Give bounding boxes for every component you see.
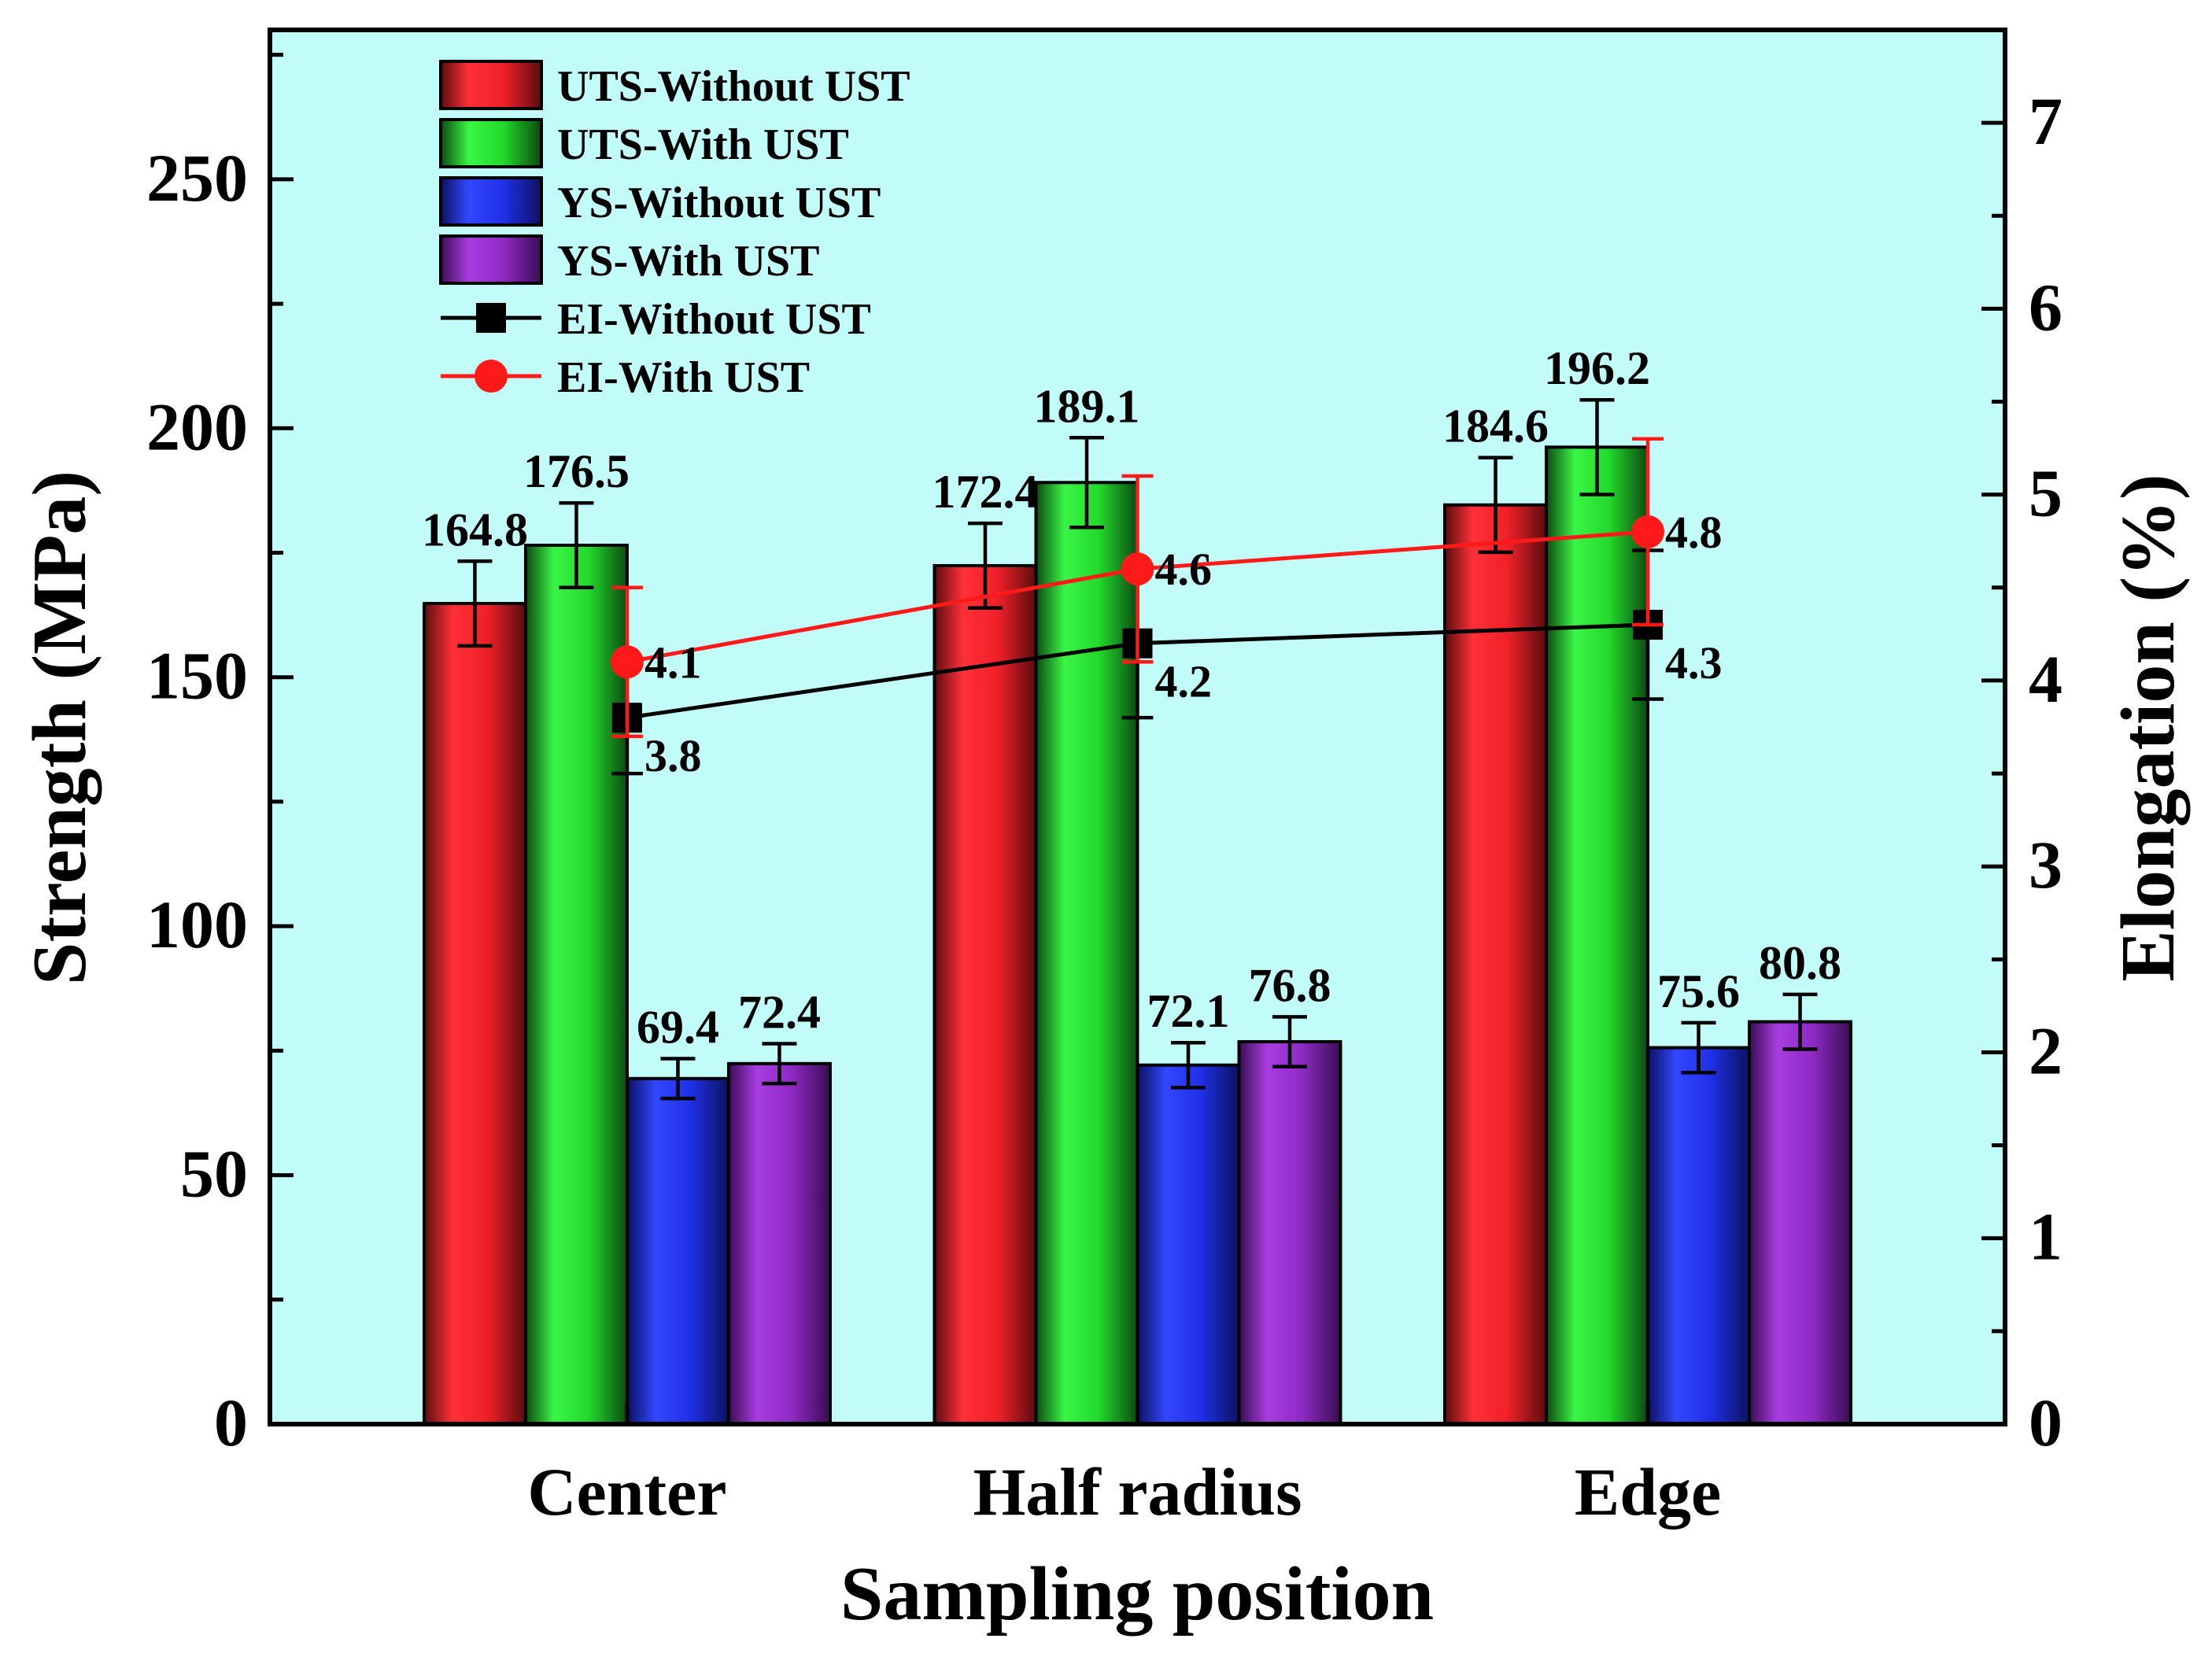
line-point [1631,515,1665,548]
error-bar [1272,1015,1307,1068]
y2-tick-label: 5 [2029,456,2062,531]
bar-uts-with-ust-0 [523,544,629,1426]
y2-axis-title: Elongation (%) [2106,474,2191,981]
line-value-label: 4.3 [1665,637,1723,688]
bar-ys-with-ust-0 [726,1061,832,1426]
line-value-label: 4.8 [1665,507,1723,558]
error-bar [660,1057,696,1101]
legend-label: EI-Without UST [557,295,871,344]
error-bar [1069,436,1104,530]
bar-ys-without-ust-1 [1136,1063,1241,1426]
error-bar [1681,1020,1716,1075]
line-value-label: 4.1 [644,637,702,688]
legend-marker [475,360,508,393]
legend-label: UTS-With UST [557,120,849,169]
legend-swatch [439,176,543,227]
y2-tick-label: 6 [2029,269,2062,345]
error-bar [762,1042,797,1086]
bar-uts-without-ust-1 [932,563,1038,1426]
x-tick-label: Center [527,1454,726,1530]
legend-marker [476,303,506,333]
line-point [1121,552,1154,586]
line-value-label: 3.8 [644,730,702,781]
error-bar [1782,992,1818,1051]
plot-frame [268,28,2007,1426]
legend-swatch [439,118,543,168]
bar-uts-with-ust-1 [1034,481,1139,1426]
bar-ys-with-ust-1 [1237,1039,1342,1426]
error-bar [1478,456,1513,555]
line-point [610,645,644,679]
bar-value-label: 69.4 [637,1001,719,1053]
bar-value-label: 184.6 [1442,400,1549,452]
y2-tick-label: 2 [2029,1013,2062,1088]
error-bar [1579,397,1615,496]
bar-ys-without-ust-0 [625,1076,730,1426]
y2-tick-label: 4 [2029,641,2062,717]
legend-swatch [439,234,543,285]
y-tick-label: 50 [180,1136,248,1212]
error-bar [1171,1040,1206,1090]
y2-tick-label: 0 [2029,1385,2062,1460]
y2-tick-label: 3 [2029,827,2062,902]
x-tick-label: Half radius [973,1454,1302,1530]
legend: UTS-Without UST UTS-With UST YS-Without US… [439,60,910,402]
legend-label: YS-With UST [557,237,820,286]
y-axis-title: Strength (MPa) [17,471,102,985]
bar-value-label: 75.6 [1657,965,1740,1017]
y2-tick-label: 1 [2029,1199,2062,1275]
y2-tick-label: 7 [2029,83,2062,159]
legend-label: YS-Without UST [557,179,881,227]
x-tick-label: Edge [1575,1454,1721,1530]
bar-value-label: 72.1 [1147,985,1230,1037]
y-tick-label: 100 [146,887,248,962]
legend-label: EI-With UST [557,353,810,402]
y-tick-label: 250 [146,140,248,216]
y-tick-label: 200 [146,389,248,464]
line-value-label: 4.6 [1155,544,1213,595]
bar-uts-with-ust-2 [1545,445,1650,1426]
error-bar [968,521,1003,610]
bar-ys-with-ust-2 [1748,1020,1853,1426]
bar-value-label: 80.8 [1759,937,1841,989]
legend-label: UTS-Without UST [557,62,910,111]
bar-uts-without-ust-2 [1443,503,1549,1426]
error-bar [559,500,594,590]
bar-value-label: 172.4 [932,466,1039,518]
y-tick-label: 150 [146,638,248,714]
bar-value-label: 196.2 [1544,342,1650,394]
bar-value-label: 164.8 [422,504,528,555]
y-tick-label: 0 [214,1385,248,1460]
legend-swatch [439,60,543,110]
bar-ys-without-ust-2 [1646,1046,1752,1426]
bar-value-label: 176.5 [523,445,630,497]
line-value-label: 4.2 [1155,656,1213,707]
bar-value-label: 189.1 [1034,380,1140,432]
bar-value-label: 76.8 [1249,959,1331,1011]
x-axis-title: Sampling position [840,1552,1434,1637]
bar-value-label: 72.4 [738,986,821,1038]
error-bar [457,559,493,648]
bar-uts-without-ust-0 [422,602,527,1426]
